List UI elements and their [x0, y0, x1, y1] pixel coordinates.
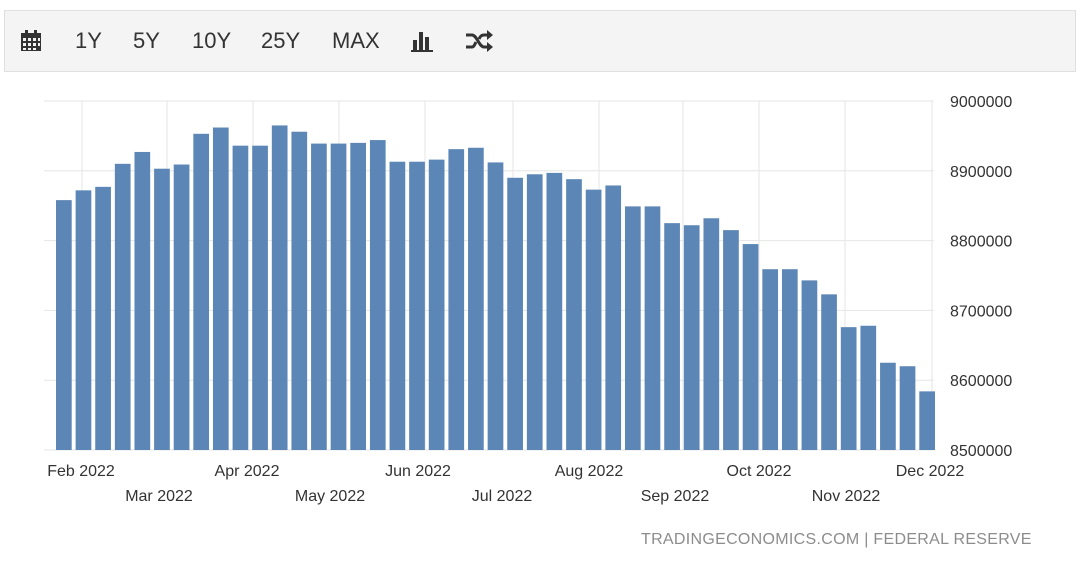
bar[interactable]: [605, 185, 622, 450]
bar[interactable]: [644, 206, 661, 450]
range-10y-button[interactable]: 10Y: [192, 28, 232, 53]
bar[interactable]: [487, 162, 504, 450]
bar[interactable]: [624, 206, 641, 450]
bar[interactable]: [154, 168, 170, 450]
bar-chart: 8500000 8600000 8700000 8800000 8900000 90000…: [44, 94, 1012, 505]
y-tick-label: 8900000: [950, 164, 1012, 181]
bar[interactable]: [330, 143, 347, 450]
bar[interactable]: [840, 327, 857, 450]
bar[interactable]: [173, 164, 190, 450]
bar[interactable]: [801, 280, 818, 450]
bar[interactable]: [821, 294, 837, 450]
bar[interactable]: [919, 391, 935, 450]
bar[interactable]: [899, 366, 916, 450]
bar[interactable]: [566, 179, 582, 450]
bar[interactable]: [75, 190, 92, 450]
x-tick-label: Jun 2022: [385, 463, 451, 480]
source-separator: |: [864, 531, 869, 548]
bar[interactable]: [448, 149, 465, 451]
bar[interactable]: [880, 362, 896, 450]
x-axis-ticks: Feb 2022 Apr 2022 Jun 2022 Aug 2022 Oct 2022…: [47, 463, 964, 505]
x-tick-label: Mar 2022: [125, 488, 193, 505]
source-attribution: TRADINGECONOMICS.COM | FEDERAL RESERVE: [641, 531, 1032, 549]
chart-area: 8500000 8600000 8700000 8800000 8900000 90000…: [0, 72, 1080, 577]
bar[interactable]: [134, 151, 151, 451]
calendar-icon[interactable]: [19, 29, 43, 58]
bar[interactable]: [860, 325, 877, 450]
bars: [56, 125, 935, 451]
bar[interactable]: [664, 223, 680, 450]
bar[interactable]: [212, 127, 229, 451]
y-tick-label: 8800000: [950, 234, 1012, 251]
x-tick-label: May 2022: [295, 488, 365, 505]
bar[interactable]: [428, 159, 445, 450]
y-tick-label: 8500000: [950, 443, 1012, 460]
range-1y-button[interactable]: 1Y: [75, 28, 102, 53]
x-tick-label: Apr 2022: [215, 463, 280, 480]
bar[interactable]: [389, 161, 406, 450]
bar[interactable]: [95, 186, 111, 450]
shuffle-icon[interactable]: [465, 29, 493, 58]
bar[interactable]: [56, 200, 72, 450]
x-tick-label: Feb 2022: [47, 463, 115, 480]
bar[interactable]: [369, 140, 386, 450]
bar-chart-icon[interactable]: [411, 29, 435, 58]
bar[interactable]: [723, 230, 739, 450]
source-provider: FEDERAL RESERVE: [873, 531, 1032, 548]
range-5y-button[interactable]: 5Y: [133, 28, 160, 53]
x-tick-label: Jul 2022: [472, 488, 533, 505]
bar[interactable]: [781, 269, 798, 450]
bar[interactable]: [468, 147, 484, 451]
bar[interactable]: [350, 142, 367, 450]
x-tick-label: Nov 2022: [812, 488, 881, 505]
bar[interactable]: [526, 174, 543, 451]
bar[interactable]: [193, 133, 210, 450]
bar[interactable]: [762, 269, 779, 450]
range-max-button[interactable]: MAX: [332, 28, 380, 53]
bar[interactable]: [703, 218, 720, 450]
x-tick-label: Sep 2022: [641, 488, 710, 505]
bar[interactable]: [409, 161, 425, 450]
x-tick-label: Aug 2022: [555, 463, 624, 480]
y-tick-label: 8700000: [950, 303, 1012, 320]
range-25y-button[interactable]: 25Y: [261, 28, 301, 53]
y-axis-ticks: 8500000 8600000 8700000 8800000 8900000 90000…: [950, 94, 1012, 460]
chart-toolbar: 1Y 5Y 10Y 25Y MAX: [4, 10, 1076, 72]
x-tick-label: Oct 2022: [727, 463, 792, 480]
bar[interactable]: [507, 177, 523, 450]
bar[interactable]: [271, 125, 288, 451]
bar[interactable]: [252, 145, 268, 450]
bar[interactable]: [232, 145, 249, 450]
y-tick-label: 8600000: [950, 373, 1012, 390]
source-site: TRADINGECONOMICS.COM: [641, 531, 860, 548]
bar[interactable]: [585, 189, 602, 450]
bar[interactable]: [742, 244, 759, 450]
x-tick-label: Dec 2022: [896, 463, 965, 480]
bar[interactable]: [114, 163, 131, 450]
bar[interactable]: [683, 225, 700, 450]
bar[interactable]: [291, 131, 308, 450]
bar[interactable]: [546, 172, 563, 451]
bar[interactable]: [311, 143, 327, 450]
y-tick-label: 9000000: [950, 94, 1012, 111]
